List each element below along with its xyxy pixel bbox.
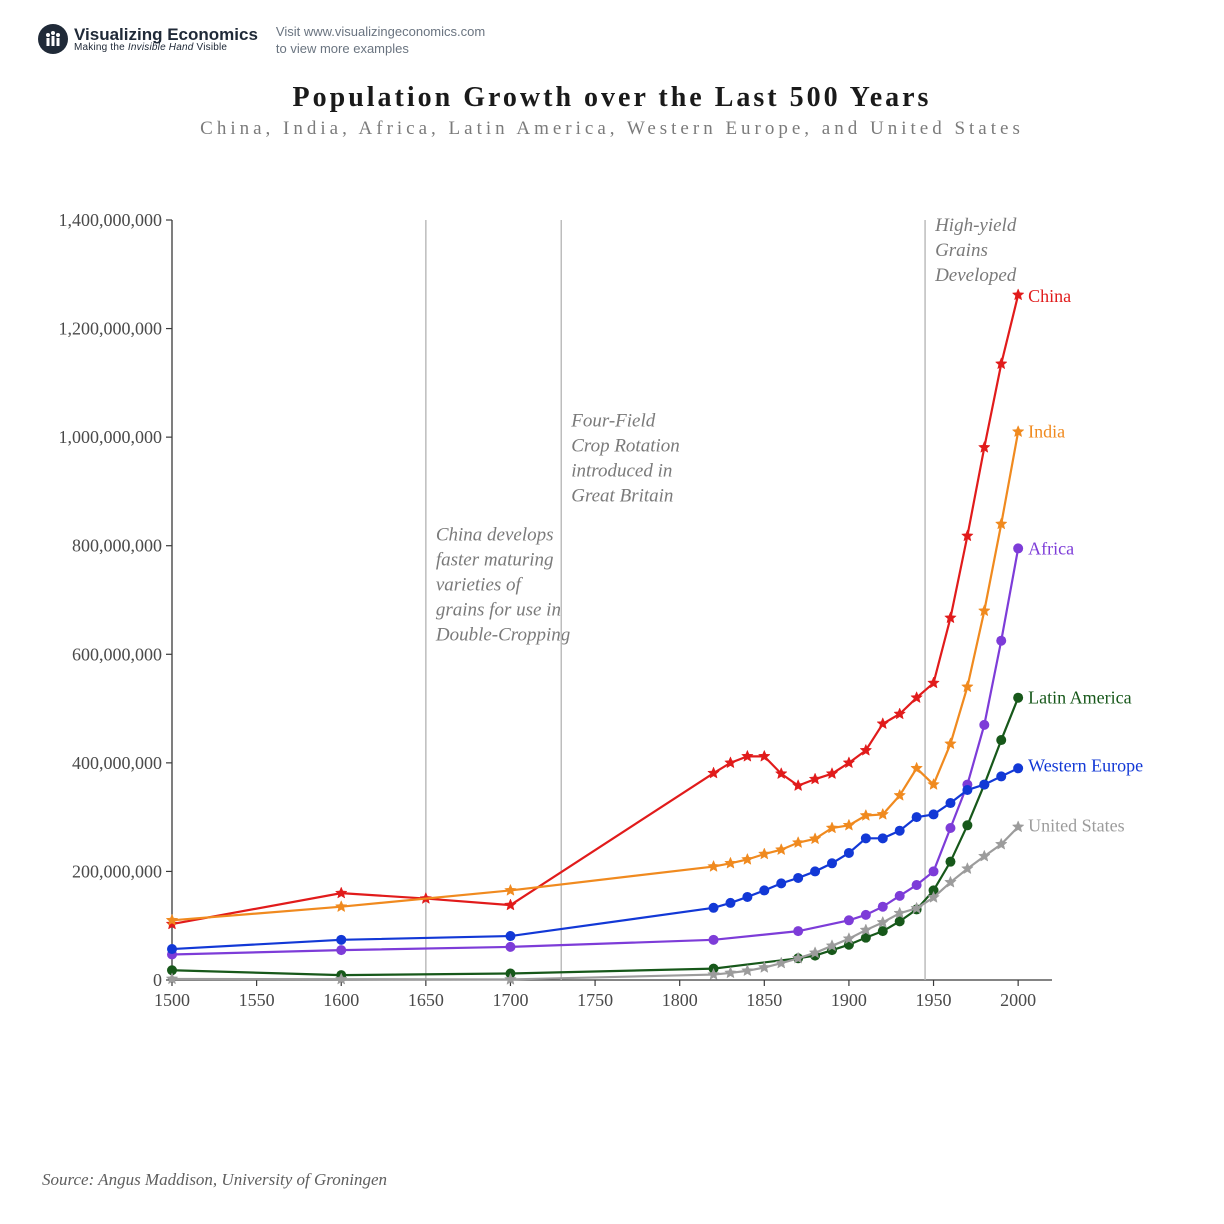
svg-text:Crop Rotation: Crop Rotation [571,435,680,456]
svg-text:800,000,000: 800,000,000 [72,536,162,556]
header: Visualizing Economics Making the Invisib… [0,0,1224,58]
svg-text:Grains: Grains [935,240,988,261]
svg-text:600,000,000: 600,000,000 [72,644,162,664]
svg-text:1700: 1700 [492,990,528,1010]
svg-text:1900: 1900 [831,990,867,1010]
brand-logo: Visualizing Economics Making the Invisib… [38,24,258,54]
svg-text:1,000,000,000: 1,000,000,000 [59,427,163,447]
series-line-africa [172,548,1018,954]
svg-text:1950: 1950 [916,990,952,1010]
svg-text:400,000,000: 400,000,000 [72,753,162,773]
logo-icon [38,24,68,54]
visit-text: Visit www.visualizingeconomics.com to vi… [276,24,485,58]
series-label-latin-america: Latin America [1028,688,1131,708]
svg-text:1600: 1600 [323,990,359,1010]
series-line-western-europe [172,768,1018,949]
svg-text:Great Britain: Great Britain [571,485,673,506]
svg-text:Four-Field: Four-Field [570,410,656,431]
svg-text:1,200,000,000: 1,200,000,000 [59,319,163,339]
svg-text:Developed: Developed [934,265,1017,286]
svg-text:1650: 1650 [408,990,444,1010]
series-label-western-europe: Western Europe [1028,756,1143,776]
svg-text:1,400,000,000: 1,400,000,000 [59,210,163,230]
svg-text:1500: 1500 [154,990,190,1010]
svg-text:faster maturing: faster maturing [436,549,554,570]
series-label-india: India [1028,422,1065,442]
chart: 0 200,000,000 400,000,000 600,000,000 800,00… [42,210,1182,1040]
svg-text:1800: 1800 [662,990,698,1010]
brand-title: Visualizing Economics [74,26,258,43]
svg-text:High-yield: High-yield [934,215,1017,236]
series-line-latin-america [172,698,1018,975]
svg-text:2000: 2000 [1000,990,1036,1010]
series-line-china [172,295,1018,924]
title-block: Population Growth over the Last 500 Year… [0,82,1224,140]
svg-text:varieties of: varieties of [436,574,524,595]
svg-text:grains for use in: grains for use in [436,599,561,620]
series-label-africa: Africa [1028,538,1074,558]
svg-text:introduced in: introduced in [571,460,672,481]
page-subtitle: China, India, Africa, Latin America, Wes… [0,118,1224,140]
svg-text:200,000,000: 200,000,000 [72,861,162,881]
brand-tagline: Making the Invisible Hand Visible [74,43,258,53]
series-label-china: China [1028,286,1071,306]
svg-text:0: 0 [153,970,162,990]
svg-text:1750: 1750 [577,990,613,1010]
svg-text:1850: 1850 [746,990,782,1010]
page-title: Population Growth over the Last 500 Year… [0,82,1224,114]
svg-text:China develops: China develops [436,524,554,545]
svg-text:1550: 1550 [239,990,275,1010]
source-citation: Source: Angus Maddison, University of Gr… [42,1170,387,1190]
series-label-united-states: United States [1028,815,1125,835]
svg-text:Double-Cropping: Double-Cropping [435,624,570,645]
